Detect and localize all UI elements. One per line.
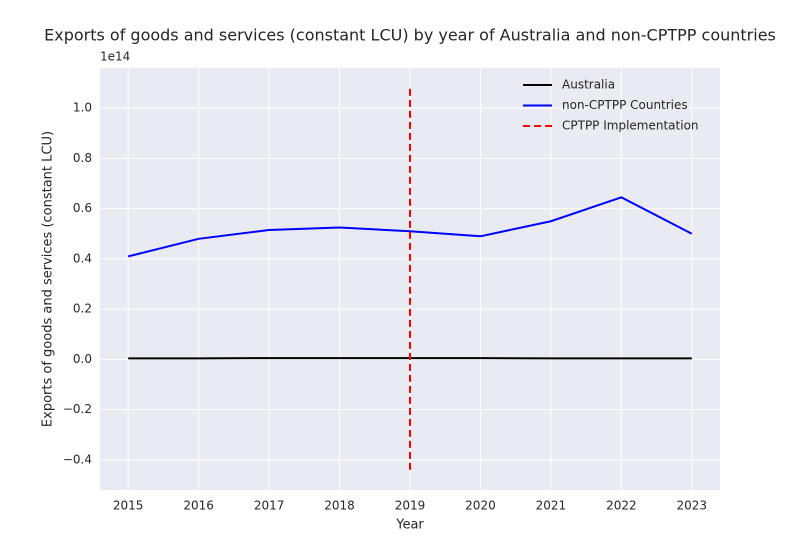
legend-label: non-CPTPP Countries [562,98,688,112]
y-tick-label: 0.4 [73,251,92,265]
x-axis-label: Year [395,518,424,533]
y-tick-label: −0.4 [63,452,92,466]
x-tick-label: 2023 [677,499,708,513]
x-tick-label: 2020 [465,499,496,513]
y-offset-label: 1e14 [100,50,130,64]
x-tick-label: 2015 [113,499,144,513]
x-tick-label: 2022 [606,499,637,513]
x-tick-label: 2017 [254,499,285,513]
y-tick-label: 0.8 [73,151,92,165]
y-tick-label: 1.0 [73,101,92,115]
y-axis-label: Exports of goods and services (constant … [41,131,56,427]
y-tick-label: 0.2 [73,302,92,316]
x-tick-label: 2021 [536,499,567,513]
legend-label: CPTPP Implementation [562,119,699,133]
y-tick-label: −0.2 [63,402,92,416]
y-tick-label: 0.6 [73,201,92,215]
x-tick-label: 2019 [395,499,426,513]
legend-label: Australia [562,78,615,92]
x-tick-label: 2018 [324,499,355,513]
chart-title: Exports of goods and services (constant … [44,26,776,45]
y-tick-label: 0.0 [73,352,92,366]
x-tick-label: 2016 [183,499,214,513]
